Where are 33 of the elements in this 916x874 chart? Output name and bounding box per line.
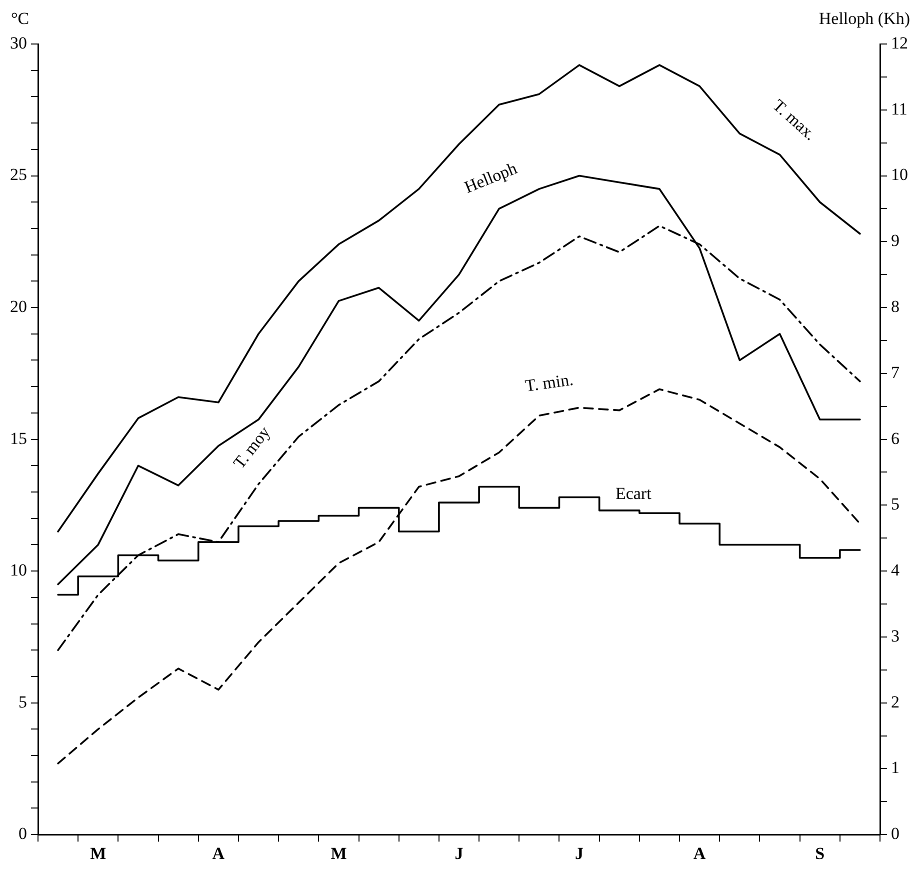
y2-tick-label: 11 [891, 99, 908, 118]
y2-tick-label: 3 [891, 626, 900, 646]
y2-tick-label: 2 [891, 692, 900, 712]
x-tick-label: A [693, 844, 706, 864]
series-label: Ecart [615, 484, 652, 503]
y2-tick-label: 10 [891, 165, 908, 184]
x-tick-label: J [575, 844, 584, 864]
y-tick-label: 10 [10, 560, 27, 580]
x-tick-label: A [212, 844, 226, 864]
y2-tick-label: 6 [891, 428, 900, 448]
y-tick-label: 30 [10, 33, 27, 52]
y2-tick-label: 9 [891, 231, 900, 250]
x-tick-label: J [454, 844, 464, 864]
y2-tick-label: 4 [891, 560, 900, 580]
y2-tick-label: 8 [891, 297, 900, 316]
y-tick-label: 25 [10, 165, 27, 184]
text: T. moy [229, 422, 274, 472]
y-tick-label: 5 [18, 692, 27, 712]
y2-tick-label: 7 [891, 362, 900, 382]
x-tick-label: M [330, 844, 347, 864]
y-tick-label: 20 [10, 297, 27, 316]
y2-tick-label: 1 [891, 758, 900, 778]
text: T. min. [524, 370, 574, 396]
y2-tick-label: 12 [891, 33, 908, 52]
text: T. max. [769, 96, 820, 144]
y-axis-title: °C [10, 8, 30, 28]
y2-axis-title: Helloph (Kh) [818, 8, 910, 28]
x-tick-label: M [90, 844, 106, 864]
y2-tick-label: 5 [891, 494, 900, 514]
y2-tick-label: 0 [891, 824, 900, 844]
y-tick-label: 15 [10, 428, 27, 448]
x-tick-label: S [815, 844, 825, 864]
y-tick-label: 0 [18, 824, 27, 844]
